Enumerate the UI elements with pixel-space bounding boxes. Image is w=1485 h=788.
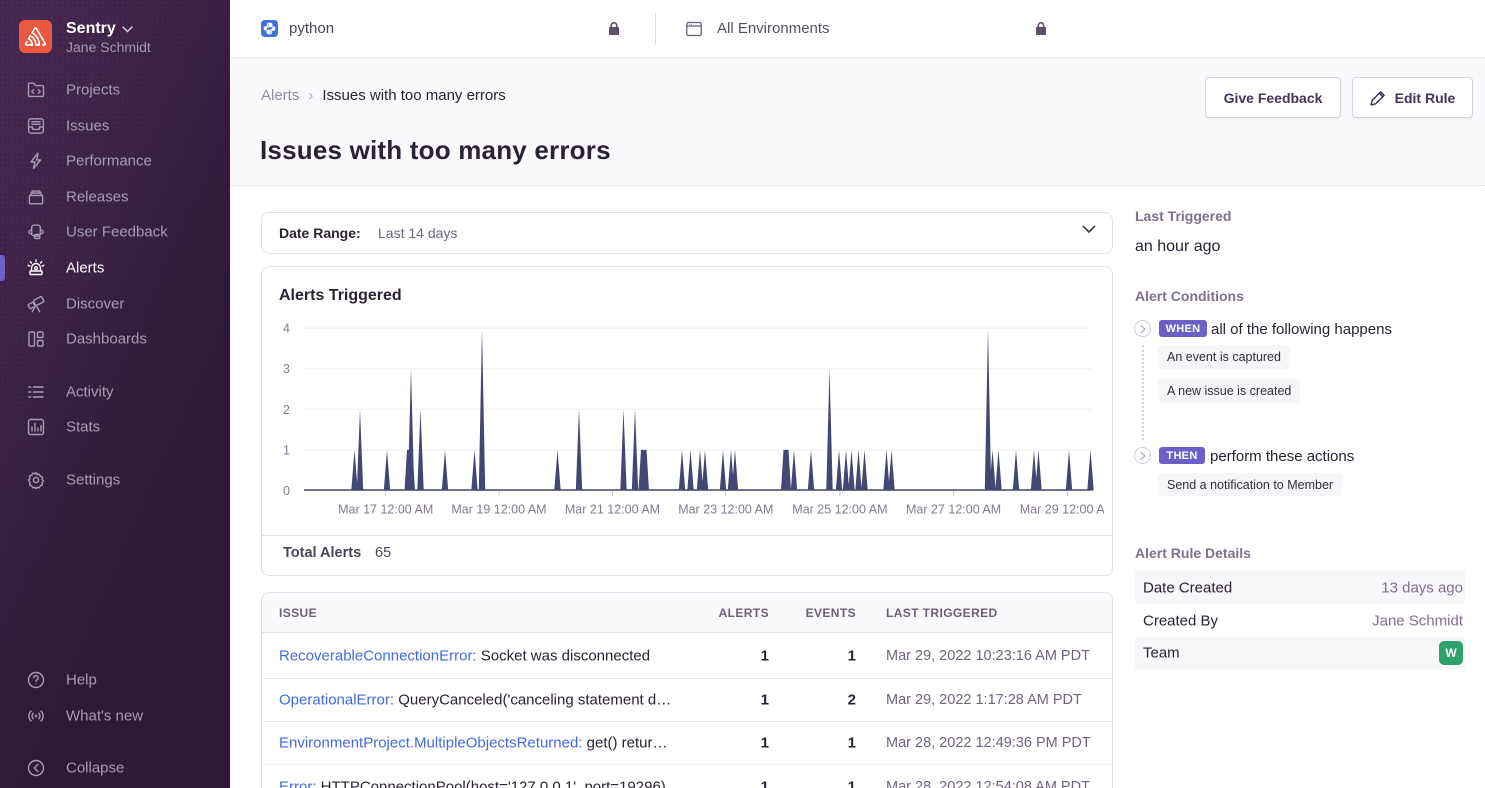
svg-text:Mar 25 12:00 AM: Mar 25 12:00 AM <box>792 503 887 517</box>
svg-text:Mar 21 12:00 AM: Mar 21 12:00 AM <box>565 503 660 517</box>
svg-text:Mar 23 12:00 AM: Mar 23 12:00 AM <box>678 503 773 517</box>
svg-text:3: 3 <box>283 362 290 376</box>
svg-text:Mar 19 12:00 AM: Mar 19 12:00 AM <box>451 503 546 517</box>
svg-text:2: 2 <box>283 403 290 417</box>
svg-text:Mar 27 12:00 AM: Mar 27 12:00 AM <box>906 503 1001 517</box>
svg-text:Mar 29 12:00 AM: Mar 29 12:00 AM <box>1020 503 1104 517</box>
svg-text:1: 1 <box>283 443 290 457</box>
svg-text:0: 0 <box>283 484 290 498</box>
svg-text:Mar 17 12:00 AM: Mar 17 12:00 AM <box>338 503 433 517</box>
svg-text:4: 4 <box>283 322 290 336</box>
